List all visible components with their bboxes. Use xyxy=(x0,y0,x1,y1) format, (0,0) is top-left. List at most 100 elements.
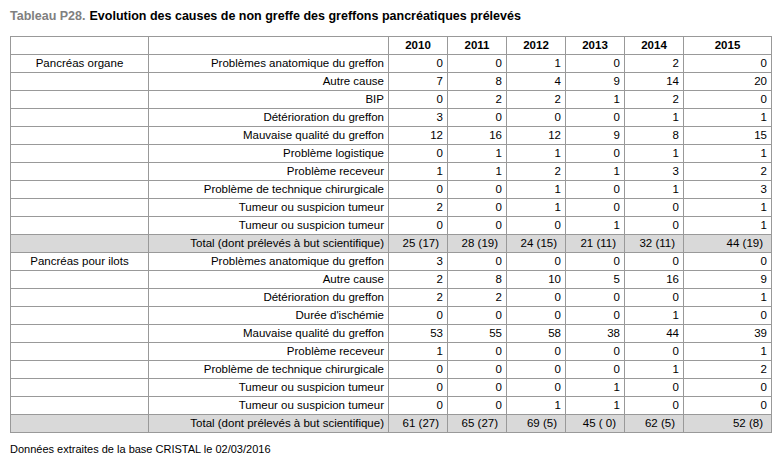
group-cell xyxy=(11,271,149,289)
year-header: 2012 xyxy=(507,37,566,55)
value-cell: 0 xyxy=(625,397,684,415)
value-cell: 0 xyxy=(507,361,566,379)
year-header: 2014 xyxy=(625,37,684,55)
value-cell: 2 xyxy=(389,289,448,307)
table-row: Mauvaise qualité du greffon535558384439 xyxy=(11,325,772,343)
cause-label-cell: Problèmes anatomique du greffon xyxy=(149,253,389,271)
total-value-cell: 65 (27) xyxy=(448,415,507,433)
value-cell: 2 xyxy=(389,271,448,289)
value-cell: 1 xyxy=(625,307,684,325)
value-cell: 0 xyxy=(625,379,684,397)
table-row: Problème receveur112132 xyxy=(11,163,772,181)
value-cell: 0 xyxy=(684,55,772,73)
cause-label-cell: Tumeur ou suspicion tumeur xyxy=(149,397,389,415)
value-cell: 0 xyxy=(566,307,625,325)
value-cell: 0 xyxy=(566,343,625,361)
cause-label-cell: Problème receveur xyxy=(149,343,389,361)
value-cell: 0 xyxy=(448,109,507,127)
total-value-cell: 25 (17) xyxy=(389,235,448,253)
cause-label-cell: Tumeur ou suspicion tumeur xyxy=(149,379,389,397)
value-cell: 1 xyxy=(507,397,566,415)
table-row: Mauvaise qualité du greffon1216129815 xyxy=(11,127,772,145)
value-cell: 1 xyxy=(684,343,772,361)
value-cell: 5 xyxy=(566,271,625,289)
total-value-cell: 45 ( 0) xyxy=(566,415,625,433)
group-cell xyxy=(11,109,149,127)
value-cell: 1 xyxy=(389,343,448,361)
value-cell: 1 xyxy=(566,397,625,415)
value-cell: 44 xyxy=(625,325,684,343)
header-group-blank xyxy=(11,37,149,55)
value-cell: 4 xyxy=(507,73,566,91)
report-page: Tableau P28.Evolution des causes de non … xyxy=(0,0,782,456)
group-cell xyxy=(11,217,149,235)
value-cell: 16 xyxy=(448,127,507,145)
group-cell xyxy=(11,181,149,199)
group-cell xyxy=(11,343,149,361)
value-cell: 0 xyxy=(389,307,448,325)
group-cell xyxy=(11,307,149,325)
value-cell: 0 xyxy=(507,253,566,271)
total-row: Total (dont prélevés à but scientifique)… xyxy=(11,235,772,253)
value-cell: 0 xyxy=(566,253,625,271)
table-row: Tumeur ou suspicion tumeur000101 xyxy=(11,217,772,235)
value-cell: 0 xyxy=(507,289,566,307)
value-cell: 0 xyxy=(625,289,684,307)
value-cell: 3 xyxy=(684,181,772,199)
value-cell: 0 xyxy=(507,307,566,325)
value-cell: 0 xyxy=(448,379,507,397)
year-header: 2010 xyxy=(389,37,448,55)
value-cell: 0 xyxy=(566,199,625,217)
value-cell: 1 xyxy=(507,199,566,217)
table-row: Durée d'ischémie000010 xyxy=(11,307,772,325)
value-cell: 8 xyxy=(625,127,684,145)
value-cell: 2 xyxy=(625,91,684,109)
value-cell: 1 xyxy=(448,163,507,181)
value-cell: 2 xyxy=(448,91,507,109)
value-cell: 0 xyxy=(448,217,507,235)
value-cell: 0 xyxy=(507,217,566,235)
value-cell: 14 xyxy=(625,73,684,91)
value-cell: 8 xyxy=(448,271,507,289)
value-cell: 0 xyxy=(448,253,507,271)
header-row: 201020112012201320142015 xyxy=(11,37,772,55)
value-cell: 10 xyxy=(507,271,566,289)
value-cell: 12 xyxy=(389,127,448,145)
table-row: Problème de technique chirurgicale001013 xyxy=(11,181,772,199)
table-row: Problème receveur100001 xyxy=(11,343,772,361)
value-cell: 55 xyxy=(448,325,507,343)
total-row: Total (dont prélevés à but scientifique)… xyxy=(11,415,772,433)
value-cell: 0 xyxy=(389,145,448,163)
value-cell: 15 xyxy=(684,127,772,145)
total-value-cell: 21 (11) xyxy=(566,235,625,253)
year-header: 2015 xyxy=(684,37,772,55)
value-cell: 16 xyxy=(625,271,684,289)
value-cell: 0 xyxy=(448,55,507,73)
value-cell: 1 xyxy=(507,145,566,163)
cause-label-cell: Durée d'ischémie xyxy=(149,307,389,325)
cause-label-cell: Détérioration du greffon xyxy=(149,289,389,307)
value-cell: 2 xyxy=(625,55,684,73)
value-cell: 1 xyxy=(389,163,448,181)
value-cell: 1 xyxy=(566,379,625,397)
cause-label-cell: Problème logistique xyxy=(149,145,389,163)
cause-label-cell: BIP xyxy=(149,91,389,109)
value-cell: 8 xyxy=(448,73,507,91)
table-row: Pancréas pour ilotsProblèmes anatomique … xyxy=(11,253,772,271)
group-cell xyxy=(11,163,149,181)
value-cell: 0 xyxy=(389,397,448,415)
value-cell: 0 xyxy=(448,307,507,325)
cause-label-cell: Problème de technique chirurgicale xyxy=(149,361,389,379)
value-cell: 12 xyxy=(507,127,566,145)
value-cell: 0 xyxy=(684,91,772,109)
value-cell: 0 xyxy=(507,109,566,127)
value-cell: 2 xyxy=(684,361,772,379)
value-cell: 1 xyxy=(625,181,684,199)
value-cell: 0 xyxy=(507,343,566,361)
table-row: Pancréas organeProblèmes anatomique du g… xyxy=(11,55,772,73)
cause-label-cell: Tumeur ou suspicion tumeur xyxy=(149,217,389,235)
cause-label-cell: Tumeur ou suspicion tumeur xyxy=(149,199,389,217)
table-row: Tumeur ou suspicion tumeur001100 xyxy=(11,397,772,415)
value-cell: 1 xyxy=(684,199,772,217)
table-row: Autre cause28105169 xyxy=(11,271,772,289)
